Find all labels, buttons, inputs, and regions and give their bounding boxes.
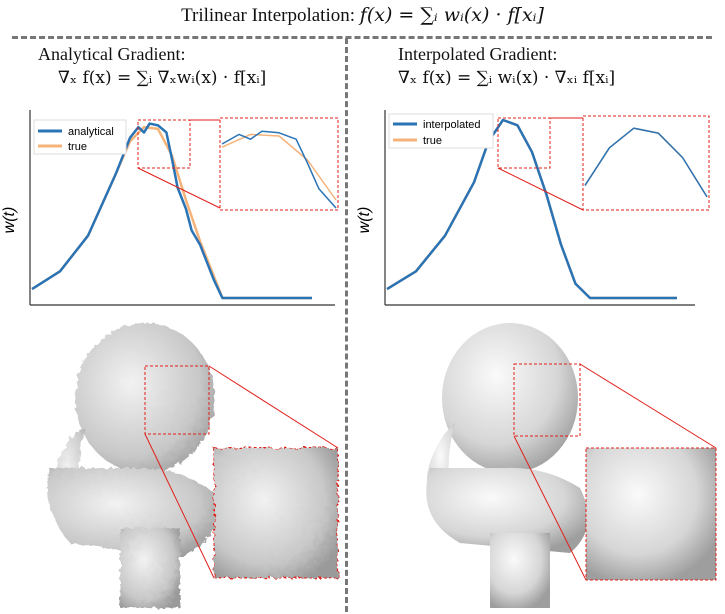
top-divider — [12, 36, 712, 39]
right-ylabel: w(t) — [356, 207, 373, 234]
left-formula: ∇ₓ f(x) = ∑ᵢ ∇ₓwᵢ(x) · f[xᵢ] — [58, 68, 267, 88]
legend-label-true: true — [68, 141, 87, 153]
center-divider — [345, 38, 348, 612]
zoom-connector — [137, 167, 221, 209]
title-prefix: Trilinear Interpolation: — [181, 5, 356, 26]
right-render-zoom-inset — [585, 447, 717, 581]
left-legend: analytical true — [33, 119, 127, 155]
series-line-true — [221, 133, 337, 201]
series-line-interpolated — [584, 127, 708, 198]
left-series-group — [31, 122, 312, 300]
figure-title: Trilinear Interpolation: f(x) = ∑ᵢ wᵢ(x)… — [0, 4, 725, 27]
series-line-analytical — [31, 122, 312, 300]
left-heading: Analytical Gradient: — [38, 44, 186, 64]
left-zoom-source-box — [137, 119, 191, 169]
left-axes — [29, 110, 335, 306]
zoom-connector — [497, 167, 584, 211]
title-formula: f(x) = ∑ᵢ wᵢ(x) · f[xᵢ] — [359, 4, 544, 26]
right-zoom-inset-lines — [584, 127, 708, 198]
right-render — [426, 323, 717, 608]
left-render-zoom-inset — [213, 447, 339, 579]
right-legend: interpolated true — [388, 113, 494, 149]
right-chart: w(t) interpolated true — [356, 110, 710, 306]
right-series-group — [386, 118, 677, 300]
legend-label-true: true — [423, 135, 442, 147]
right-bust-surface — [426, 323, 588, 608]
right-formula: ∇ₓ f(x) = ∑ᵢ wᵢ(x) · ∇ₓᵢ f[xᵢ] — [398, 68, 616, 88]
right-zoom-source-box — [497, 117, 551, 169]
left-chart: w(t) analytical true — [1, 110, 339, 306]
left-render — [47, 323, 339, 608]
right-zoom-inset-box — [582, 115, 710, 211]
legend-label-interpolated: interpolated — [423, 119, 481, 131]
right-heading: Interpolated Gradient: — [398, 44, 558, 64]
legend-label-analytical: analytical — [68, 126, 114, 138]
right-render-zoom-box — [513, 363, 581, 437]
left-render-zoom-box — [144, 365, 210, 435]
series-line-analytical — [221, 130, 337, 209]
series-line-interpolated — [386, 118, 677, 300]
left-ylabel: w(t) — [1, 207, 18, 234]
left-zoom-inset-lines — [221, 130, 337, 209]
right-axes — [384, 110, 695, 306]
left-zoom-inset-box — [219, 117, 339, 211]
